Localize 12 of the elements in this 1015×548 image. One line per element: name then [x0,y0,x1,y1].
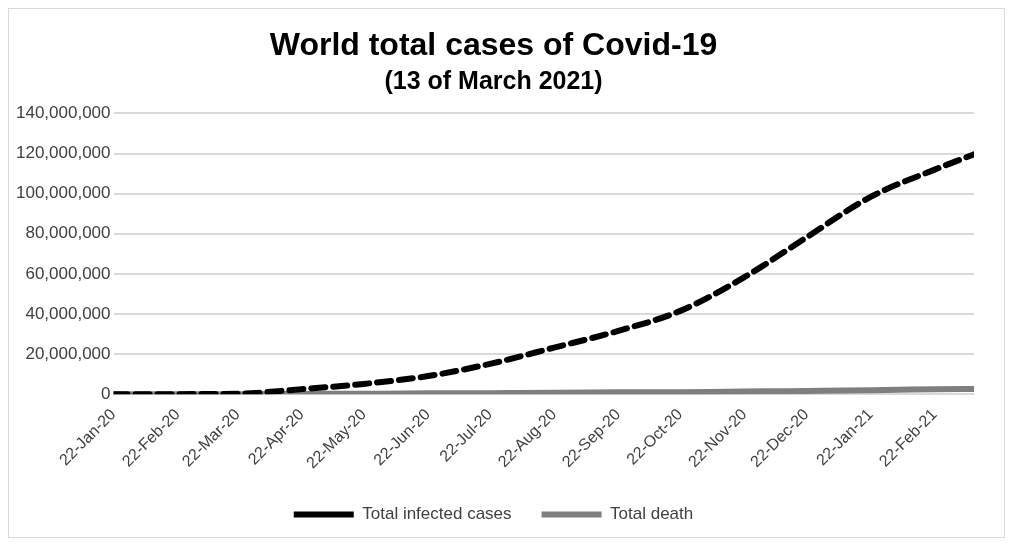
y-tick-label: 120,000,000 [15,143,111,163]
y-tick-label: 140,000,000 [15,103,111,123]
legend-label: Total death [610,504,694,524]
chart-subtitle: (13 of March 2021) [384,66,603,95]
y-tick-label: 20,000,000 [25,343,111,363]
y-tick-label: 80,000,000 [25,223,111,243]
legend-label: Total infected cases [362,504,512,524]
y-tick-label: 40,000,000 [25,303,111,323]
chart-title: World total cases of Covid-19 [269,26,718,63]
y-tick-label: 0 [101,384,111,404]
y-tick-label: 100,000,000 [15,183,111,203]
y-tick-label: 60,000,000 [25,263,111,283]
